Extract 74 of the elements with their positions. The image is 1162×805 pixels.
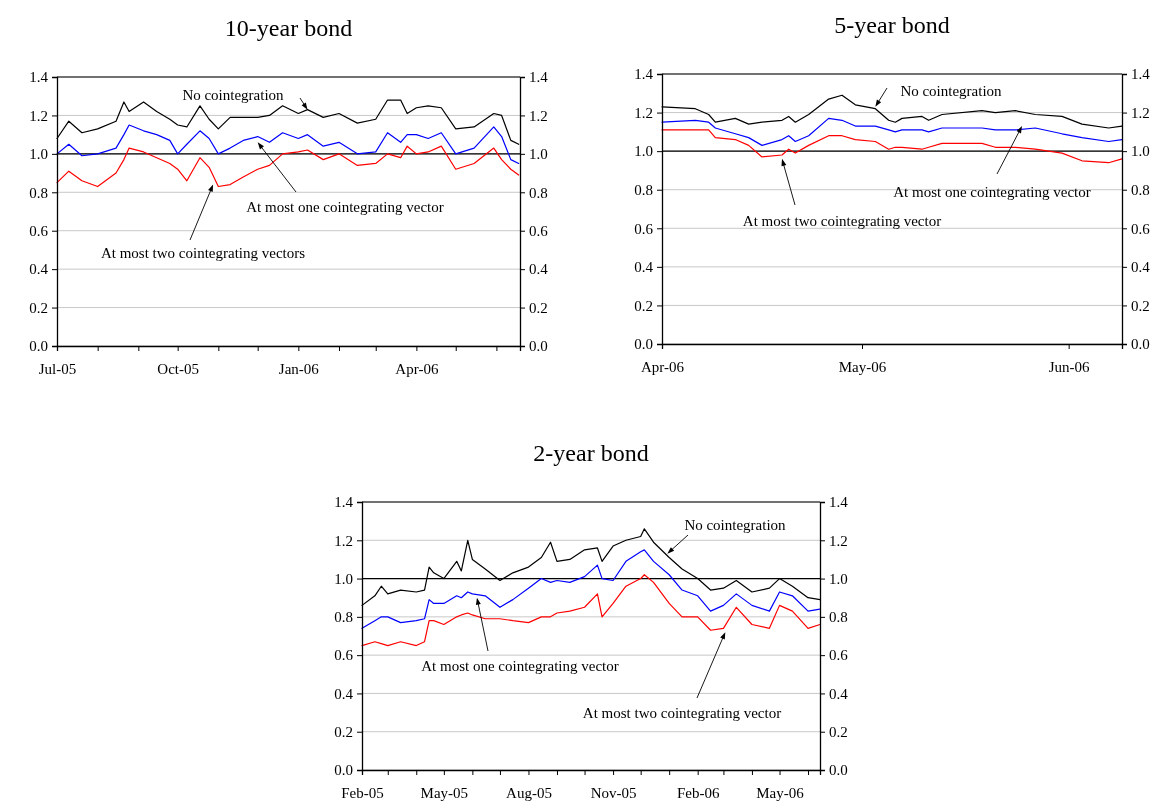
x-tick-label: Jul-05: [38, 360, 77, 377]
y2-tick-label: 1.0: [1131, 143, 1150, 160]
y2-tick-label: 0.0: [829, 762, 848, 779]
annotation: At most two cointegrating vector: [742, 213, 942, 229]
y2-tick-label: 0.6: [829, 647, 849, 664]
y2-tick-label: 0.4: [529, 261, 549, 278]
annotation: No cointegration: [900, 83, 1003, 99]
y-tick-label: 0.4: [634, 259, 654, 276]
y2-tick-label: 1.2: [1131, 104, 1150, 121]
y-tick-label: 0.6: [634, 220, 654, 237]
x-tick-label: Oct-05: [157, 360, 199, 377]
y-tick-label: 1.2: [29, 107, 48, 124]
y2-tick-label: 0.0: [529, 338, 548, 355]
y-tick-label: 1.0: [29, 146, 48, 163]
y-tick-label: 0.6: [29, 223, 49, 240]
chart-title: 5-year bond: [834, 12, 950, 38]
x-tick-label: Jan-06: [278, 360, 320, 377]
y-tick-label: 1.4: [29, 69, 49, 86]
y-tick-label: 0.0: [29, 338, 48, 355]
x-tick-label: Apr-06: [640, 358, 685, 375]
x-tick-label: Nov-05: [590, 784, 637, 801]
x-tick-label: Apr-06: [395, 360, 439, 377]
annotation: At most one cointegrating vector: [421, 658, 619, 674]
y-tick-label: 0.8: [634, 182, 653, 199]
y-tick-label: 0.2: [29, 299, 48, 316]
y-tick-label: 0.8: [29, 184, 48, 201]
chart-title: 10-year bond: [224, 15, 353, 41]
annotation: At most one cointegrating vector: [893, 184, 1091, 200]
y-tick-label: 0.2: [634, 297, 653, 314]
x-tick-label: Feb-06: [676, 784, 720, 801]
x-tick-label: Feb-05: [341, 784, 384, 801]
x-tick-label: May-06: [756, 784, 805, 801]
y-tick-label: 0.0: [634, 336, 653, 353]
x-tick-label: May-05: [420, 784, 469, 801]
y2-tick-label: 0.4: [1131, 259, 1151, 276]
y-tick-label: 0.0: [334, 762, 353, 779]
annotation: At most two cointegrating vectors: [100, 245, 306, 261]
annotation: No cointegration: [182, 87, 285, 103]
y2-tick-label: 0.8: [829, 609, 848, 626]
y2-tick-label: 0.0: [1131, 336, 1150, 353]
y2-tick-label: 0.4: [829, 685, 849, 702]
y2-tick-label: 1.0: [529, 146, 548, 163]
y-tick-label: 1.0: [334, 570, 353, 587]
y2-tick-label: 0.2: [1131, 297, 1150, 314]
y2-tick-label: 0.2: [529, 299, 548, 316]
annotation: At most two cointegrating vector: [582, 705, 782, 721]
y-tick-label: 0.4: [29, 261, 49, 278]
y2-tick-label: 1.2: [829, 532, 848, 549]
y-tick-label: 0.4: [334, 685, 354, 702]
y-tick-label: 1.2: [634, 104, 653, 121]
y-tick-label: 0.6: [334, 647, 354, 664]
y2-tick-label: 1.0: [829, 570, 848, 587]
line-series: [661, 117, 1123, 146]
y-tick-label: 1.2: [334, 532, 353, 549]
y2-tick-label: 1.2: [529, 107, 548, 124]
y-tick-label: 1.0: [634, 143, 653, 160]
y2-tick-label: 1.4: [829, 494, 849, 511]
y2-tick-label: 0.8: [529, 184, 548, 201]
x-tick-label: May-06: [838, 358, 887, 375]
y-tick-label: 1.4: [334, 494, 354, 511]
y2-tick-label: 0.8: [1131, 182, 1150, 199]
y2-tick-label: 0.6: [1131, 220, 1151, 237]
x-tick-label: Jun-06: [1048, 358, 1091, 375]
y-tick-label: 0.8: [334, 609, 353, 626]
y-tick-label: 0.2: [334, 724, 353, 741]
annotation: At most one cointegrating vector: [246, 199, 444, 215]
y2-tick-label: 1.4: [529, 69, 549, 86]
y2-tick-label: 0.6: [529, 223, 549, 240]
x-tick-label: Aug-05: [506, 784, 552, 801]
y-tick-label: 1.4: [634, 66, 654, 83]
annotation: No cointegration: [684, 517, 787, 533]
y2-tick-label: 1.4: [1131, 66, 1151, 83]
y2-tick-label: 0.2: [829, 724, 848, 741]
chart-title: 2-year bond: [533, 440, 649, 466]
